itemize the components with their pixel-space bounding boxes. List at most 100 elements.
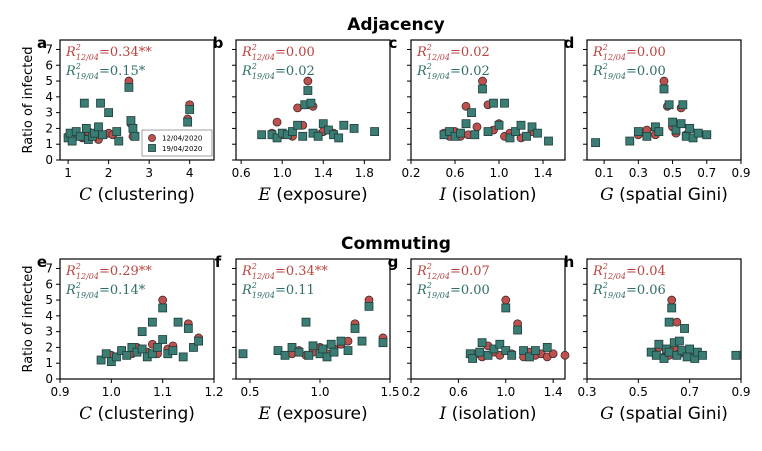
y-tick-label: 1 — [45, 137, 53, 151]
data-point-19-04 — [633, 127, 643, 136]
r2-19-04: R2 19/04=0.06 — [592, 281, 666, 300]
data-point-19-04 — [519, 346, 528, 355]
r2-19-04: R2 19/04=0.11 — [241, 281, 315, 300]
x-tick-label: 0.6 — [232, 166, 251, 180]
data-point-19-04 — [522, 131, 531, 141]
data-point-19-04 — [682, 352, 692, 362]
y-tick-label: 6 — [45, 277, 53, 291]
data-point-19-04 — [357, 336, 367, 346]
x-tick-label: 3 — [145, 166, 153, 180]
data-point-19-04 — [533, 128, 542, 138]
y-tick-label: 1 — [45, 356, 53, 370]
data-point-19-04 — [364, 301, 374, 311]
y-tick-label: 3 — [45, 106, 53, 120]
data-point-19-04 — [591, 138, 600, 148]
x-tick-label: 1.4 — [533, 166, 552, 180]
data-point-19-04 — [189, 343, 198, 352]
data-point-19-04 — [668, 117, 677, 127]
panel-d: d 0.1 0.3 0.5 0.7 0.9G (spatial Gini) R2 12/04=… — [564, 34, 751, 205]
data-point-19-04 — [664, 100, 674, 110]
r2-12-04: R2 12/04=0.02 — [416, 43, 490, 62]
data-point-19-04 — [349, 124, 359, 133]
data-point-19-04 — [501, 346, 511, 355]
data-point-19-04 — [664, 347, 674, 357]
x-tick-label: 0.5 — [663, 166, 682, 180]
x-tick-label: 0.5 — [240, 385, 259, 399]
data-point-19-04 — [370, 127, 380, 136]
data-point-19-04 — [301, 317, 311, 327]
y-tick-label: 0 — [45, 153, 53, 167]
y-tick-label: 4 — [45, 90, 53, 104]
data-point-19-04 — [698, 350, 707, 360]
x-tick-label: 2 — [105, 166, 113, 180]
data-point-19-04 — [112, 352, 121, 362]
y-tick-label: 6 — [45, 58, 53, 72]
x-tick-label: 1.0 — [273, 166, 292, 180]
data-point-12-04 — [672, 317, 682, 327]
data-point-19-04 — [98, 130, 107, 140]
x-tick-label: 0.9 — [731, 166, 750, 180]
data-point-19-04 — [625, 136, 635, 146]
data-point-12-04 — [667, 295, 677, 305]
x-tick-label: 0.6 — [445, 166, 464, 180]
data-point-19-04 — [306, 98, 316, 108]
x-tick-label: 1.4 — [544, 385, 563, 399]
panel-letter: h — [564, 253, 575, 271]
data-point-19-04 — [303, 86, 313, 95]
data-point-19-04 — [530, 346, 540, 355]
data-point-19-04 — [651, 350, 661, 360]
panel-g: g 0.2 0.6 1.0 1.4 I (isolation) R2 12/04=0.07R2… — [388, 253, 570, 424]
x-tick-label: 0.9 — [50, 385, 69, 399]
r2-12-04: R2 12/04=0.00 — [241, 43, 315, 62]
y-tick-label: 7 — [45, 261, 53, 275]
data-point-19-04 — [127, 343, 137, 352]
x-tick-label: 0.2 — [401, 166, 420, 180]
x-tick-label: 0.3 — [629, 166, 648, 180]
y-tick-label: 0 — [45, 372, 53, 386]
r2-19-04: R2 19/04=0.02 — [416, 62, 490, 81]
data-point-19-04 — [654, 339, 664, 349]
panel-letter: d — [564, 34, 575, 52]
data-point-19-04 — [339, 120, 349, 130]
data-point-19-04 — [318, 344, 328, 354]
data-point-12-04 — [303, 76, 313, 86]
data-point-19-04 — [659, 84, 669, 94]
data-point-19-04 — [544, 136, 553, 146]
data-point-12-04 — [472, 122, 482, 132]
data-point-19-04 — [500, 98, 509, 108]
data-point-19-04 — [178, 352, 188, 362]
data-point-19-04 — [185, 105, 195, 114]
x-tick-label: 0.7 — [680, 385, 699, 399]
y-tick-label: 5 — [45, 74, 53, 88]
data-point-19-04 — [147, 317, 157, 327]
x-axis-label: C (clustering) — [79, 404, 195, 424]
data-point-19-04 — [513, 325, 523, 335]
panel-letter: e — [37, 253, 47, 271]
r2-12-04: R2 12/04=0.34** — [241, 262, 328, 281]
r2-12-04: R2 12/04=0.07 — [416, 262, 490, 281]
data-point-19-04 — [693, 128, 703, 138]
data-point-19-04 — [494, 120, 504, 130]
y-tick-label: 2 — [45, 121, 53, 135]
data-point-19-04 — [680, 324, 689, 333]
legend-marker-19-04 — [148, 144, 156, 152]
x-tick-label: 0.2 — [401, 385, 420, 399]
data-point-19-04 — [702, 130, 712, 140]
data-point-19-04 — [79, 98, 89, 108]
r2-19-04: R2 19/04=0.00 — [592, 62, 666, 81]
x-tick-label: 1.0 — [489, 166, 508, 180]
data-point-19-04 — [489, 344, 499, 354]
x-tick-label: 1.1 — [153, 385, 172, 399]
x-tick-label: 0.9 — [731, 385, 750, 399]
x-tick-label: 0.3 — [577, 385, 596, 399]
data-point-19-04 — [313, 131, 323, 141]
x-axis-label: C (clustering) — [79, 185, 195, 205]
x-axis-label: E (exposure) — [257, 185, 367, 205]
data-point-19-04 — [168, 346, 178, 355]
data-point-19-04 — [467, 108, 476, 118]
data-point-19-04 — [106, 357, 116, 367]
data-point-19-04 — [67, 136, 77, 146]
